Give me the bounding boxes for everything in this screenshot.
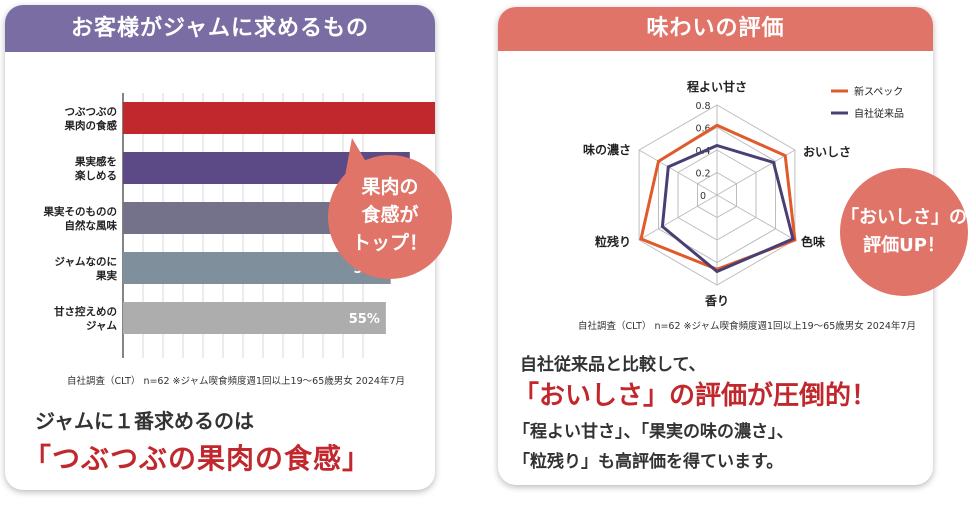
category-label-4: 甘さ控えめのジャム <box>54 305 117 332</box>
left-bubble-line3: トップ！ <box>351 232 428 254</box>
legend-label-0: 新スペック <box>854 85 903 98</box>
radar-spoke <box>638 149 718 196</box>
radar-axis-label-2: 色味 <box>801 234 825 249</box>
radar-series-0 <box>639 123 797 271</box>
radar-axis-label-1: おいしさ <box>803 145 851 159</box>
value-label-4: 55% <box>349 312 380 327</box>
left-bubble: 果肉の 食感が トップ！ <box>328 155 452 279</box>
radar-tick-label: 0.2 <box>695 169 710 180</box>
right-bubble: 「おいしさ」の 評価UP！ <box>840 168 968 296</box>
category-label-line: つぶつぶの <box>65 106 118 118</box>
right-bubble-line2: 評価UP！ <box>863 235 945 256</box>
category-label-0: つぶつぶの果肉の食感 <box>64 106 118 132</box>
category-label-line: 果肉の食感 <box>64 119 118 132</box>
left-panel-title: お客様がジャムに求めるもの <box>5 5 435 52</box>
left-bubble-line2: 食感が <box>361 204 419 226</box>
right-text-line1: 自社従来品と比較して、 <box>520 355 706 375</box>
category-label-line: ジャムなのに <box>55 256 117 268</box>
right-text-line3: 「程よい甘さ」、「果実の味の濃さ」、 <box>513 422 794 442</box>
radar-axis-label-4: 粒残り <box>595 234 631 249</box>
legend-label-1: 自社従来品 <box>854 107 904 120</box>
radar-tick-label: 0 <box>700 191 706 202</box>
left-survey-note: 自社調査（CLT） n=62 ※ジャム喫食頻度週1回以上19～65歳男女 202… <box>67 376 405 387</box>
bar-0 <box>123 102 435 134</box>
right-bubble-line1: 「おいしさ」の <box>841 207 967 228</box>
radar-axis-label-5: 味の濃さ <box>583 142 631 157</box>
category-label-line: 自然な風味 <box>65 219 118 232</box>
left-summary-line2: 「つぶつぶの果肉の食感」 <box>23 442 372 475</box>
left-summary-line1: ジャムに１番求めるのは <box>35 409 254 433</box>
right-survey-note: 自社調査（CLT） n=62 ※ジャム喫食頻度週1回以上19～65歳男女 202… <box>578 321 916 332</box>
category-label-line: 果実感を <box>74 155 117 168</box>
left-bubble-line1: 果肉の <box>361 176 419 198</box>
radar-axis-label-3: 香り <box>704 293 729 308</box>
radar-series-1 <box>660 143 795 274</box>
right-panel: 味わいの評価 0 0.2 0.4 0.6 0.8 程よい甘さ おいしさ 色味 香り 粒残り 味の濃さ… <box>498 7 933 485</box>
radar-spoke <box>716 149 796 196</box>
radar-tick-label: 0.6 <box>695 124 710 135</box>
category-label-1: 果実感を楽しめる <box>74 155 117 182</box>
category-label-line: ジャム <box>86 320 117 332</box>
category-label-line: 果実 <box>95 269 117 282</box>
category-label-line: 果実そのものの <box>43 205 118 218</box>
bar-4 <box>123 302 386 334</box>
radar-tick-label: 0.8 <box>695 101 710 112</box>
category-label-line: 甘さ控えめの <box>54 305 117 318</box>
category-label-3: ジャムなのに果実 <box>55 256 118 282</box>
radar-spoke <box>716 194 796 241</box>
category-label-2: 果実そのものの自然な風味 <box>43 205 118 232</box>
right-panel-title: 味わいの評価 <box>498 7 933 51</box>
radar-axis-label-0: 程よい甘さ <box>687 79 747 94</box>
right-text-line2: 「おいしさ」の評価が圧倒的！ <box>513 381 878 411</box>
radar-chart: 00.20.40.60.8程よい甘さおいしさ色味香り粒残り味の濃さ新スペック自社… <box>583 79 904 308</box>
category-label-line: 楽しめる <box>74 169 117 182</box>
right-text-line4: 「粒残り」も高評価を得ています。 <box>513 452 784 472</box>
radar-spoke <box>638 194 718 241</box>
